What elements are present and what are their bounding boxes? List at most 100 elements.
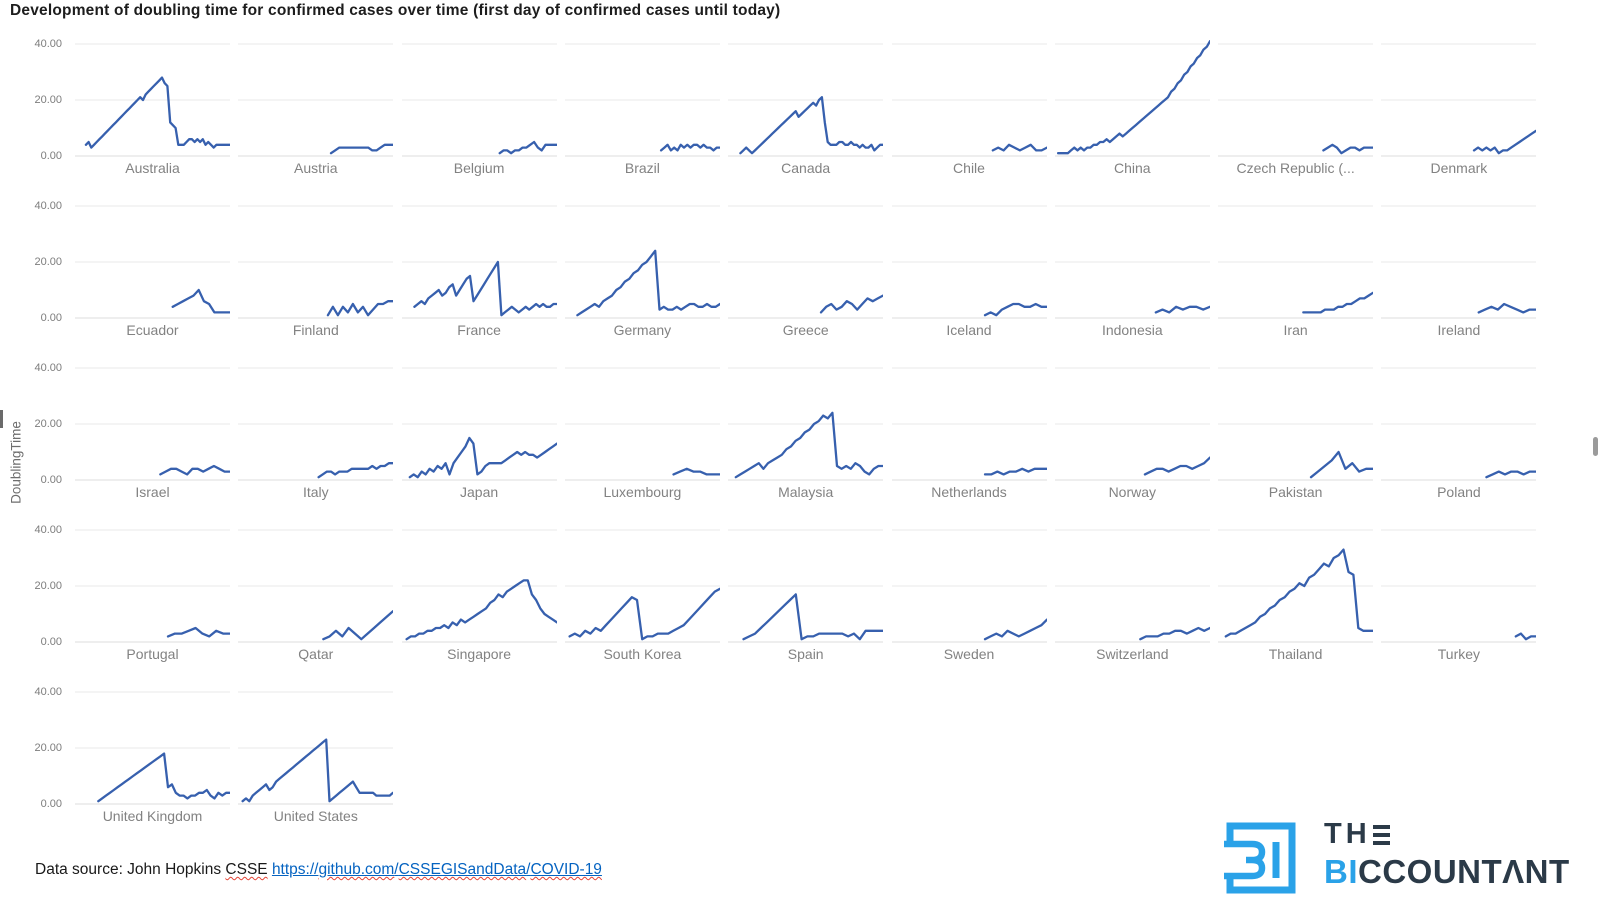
doubling-time-line	[1224, 548, 1374, 638]
panel-france: France	[401, 194, 557, 338]
panel-poland: Poland	[1381, 356, 1537, 500]
sparkline-chart	[1218, 367, 1374, 481]
sparkline-chart	[728, 43, 884, 157]
doubling-time-line	[405, 579, 557, 641]
panel-japan: Japan	[401, 356, 557, 500]
panel-pakistan: Pakistan	[1218, 356, 1374, 500]
country-label: Brazil	[624, 160, 660, 176]
sparkline-chart	[401, 529, 557, 643]
panel-united-states: United States	[238, 680, 394, 824]
panel-finland: Finland	[238, 194, 394, 338]
doubling-time-line	[1485, 470, 1537, 479]
panel-united-kingdom: United Kingdom	[75, 680, 230, 824]
panel-spain: Spain	[728, 518, 884, 662]
github-link[interactable]: https://github.com/CSSEGISandData/COVID-…	[271, 861, 602, 878]
doubling-time-line	[1302, 291, 1374, 314]
sparkline-chart	[401, 43, 557, 157]
country-label: Israel	[135, 484, 170, 500]
doubling-time-line	[166, 626, 230, 638]
country-label: Denmark	[1430, 160, 1488, 176]
country-label: Greece	[782, 322, 829, 338]
panel-chile: Chile	[891, 32, 1047, 176]
country-label: Canada	[781, 160, 831, 176]
y-axis-tick: 0.00	[40, 636, 62, 648]
doubling-time-line	[991, 143, 1047, 152]
doubling-time-line	[659, 143, 720, 152]
country-label: Austria	[294, 160, 338, 176]
country-label: Japan	[460, 484, 499, 500]
y-axis-tick: 40.00	[34, 362, 62, 374]
doubling-time-line	[739, 96, 884, 155]
panel-portugal: Portugal	[75, 518, 230, 662]
y-axis-tick: 20.00	[34, 742, 62, 754]
sparkline-chart	[238, 43, 394, 157]
sparkline-chart	[1381, 43, 1537, 157]
sparkline-chart	[401, 367, 557, 481]
doubling-time-line	[983, 467, 1047, 476]
panel-australia: Australia	[75, 32, 230, 176]
panel-belgium: Belgium	[401, 32, 557, 176]
doubling-time-line	[734, 411, 884, 479]
doubling-time-line	[1309, 450, 1374, 479]
country-label: Italy	[302, 484, 329, 500]
sparkline-chart	[238, 691, 394, 805]
panel-switzerland: Switzerland	[1054, 518, 1210, 662]
y-axis-title: DoublingTime	[8, 421, 24, 504]
doubling-time-line	[742, 593, 884, 641]
sparkline-chart	[238, 529, 394, 643]
sparkline-chart	[728, 367, 884, 481]
y-axis-tick: 20.00	[34, 256, 62, 268]
doubling-time-line	[330, 143, 394, 155]
panel-norway: Norway	[1054, 356, 1210, 500]
y-axis-tick: 40.00	[34, 38, 62, 50]
sparkline-chart	[564, 367, 720, 481]
country-label: South Korea	[603, 646, 682, 662]
panel-austria: Austria	[238, 32, 394, 176]
sparkline-chart	[564, 205, 720, 319]
country-label: Finland	[292, 322, 339, 338]
country-label: United Kingdom	[102, 808, 203, 824]
doubling-time-line	[576, 249, 720, 317]
country-label: France	[457, 322, 501, 338]
sparkline-chart	[564, 43, 720, 157]
sparkline-chart	[75, 205, 230, 319]
panel-south-korea: South Korea	[564, 518, 720, 662]
sparkline-chart	[1218, 43, 1374, 157]
y-axis-tick: 20.00	[34, 94, 62, 106]
country-label: Netherlands	[931, 484, 1007, 500]
sparkline-chart	[728, 205, 884, 319]
panel-malaysia: Malaysia	[728, 356, 884, 500]
panel-luxembourg: Luxembourg	[564, 356, 720, 500]
panel-netherlands: Netherlands	[891, 356, 1047, 500]
sparkline-chart	[238, 205, 394, 319]
country-label: China	[1114, 160, 1151, 176]
country-label: Pakistan	[1268, 484, 1323, 500]
doubling-time-line	[672, 467, 720, 476]
stylized-e-icon	[1372, 821, 1390, 849]
panel-israel: Israel	[75, 356, 230, 500]
sparkline-chart	[1054, 40, 1210, 157]
country-label: United States	[273, 808, 358, 824]
bi-square-icon	[1224, 822, 1296, 894]
sparkline-chart	[1054, 205, 1210, 319]
panel-canada: Canada	[728, 32, 884, 176]
doubling-time-line	[84, 76, 230, 149]
panel-italy: Italy	[238, 356, 394, 500]
country-label: Luxembourg	[603, 484, 682, 500]
doubling-time-line	[1477, 302, 1537, 314]
panel-germany: Germany	[564, 194, 720, 338]
the-biccountant-logo: TH BICCOUNTΛNT	[1222, 818, 1570, 896]
y-axis-tick: 20.00	[34, 418, 62, 430]
y-axis-tick: 0.00	[40, 798, 62, 810]
panel-singapore: Singapore	[401, 518, 557, 662]
doubling-time-line	[97, 752, 230, 803]
country-label: Belgium	[453, 160, 505, 176]
source-text: Data source: John Hopkins	[35, 861, 226, 878]
doubling-time-line	[317, 462, 394, 479]
sparkline-chart	[1381, 529, 1537, 643]
country-label: Ecuador	[126, 322, 179, 338]
doubling-time-line	[327, 300, 394, 317]
scrollbar-thumb[interactable]	[1593, 437, 1598, 456]
doubling-time-line	[983, 618, 1047, 641]
